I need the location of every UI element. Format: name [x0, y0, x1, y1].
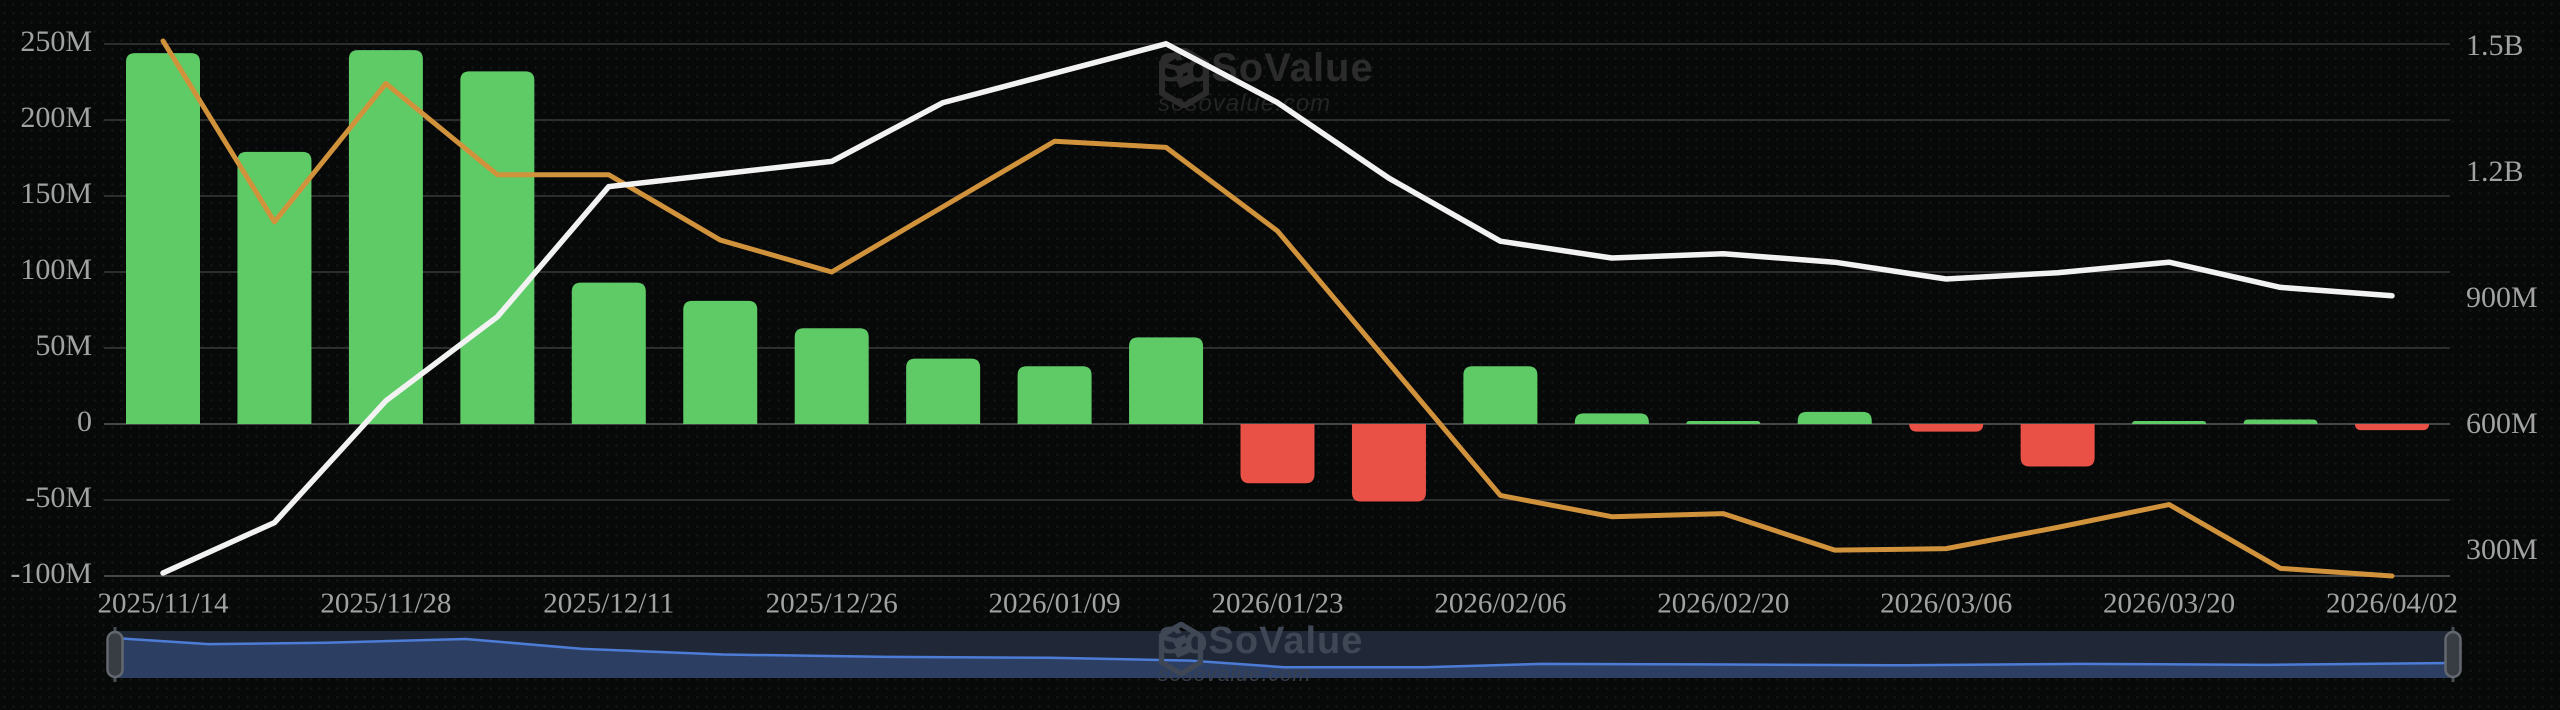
flow-bar-positive[interactable]: [794, 328, 869, 424]
flow-bar-positive[interactable]: [906, 358, 981, 424]
flow-bar-positive[interactable]: [571, 282, 646, 424]
flow-bar-negative[interactable]: [2355, 424, 2429, 431]
left-axis-tick-label: 0: [77, 405, 92, 438]
flow-bar-positive[interactable]: [1574, 413, 1649, 424]
flow-bar-positive[interactable]: [1129, 337, 1204, 424]
right-axis-tick-label: 1.5B: [2466, 29, 2524, 62]
right-axis-tick-label: 900M: [2466, 281, 2538, 314]
flow-bar-positive[interactable]: [1017, 366, 1092, 424]
secondary-orange-line[interactable]: [160, 38, 2395, 579]
left-axis-tick-label: 50M: [35, 329, 92, 362]
flow-bar-negative[interactable]: [2020, 424, 2095, 467]
flow-bar-positive[interactable]: [2132, 420, 2207, 424]
flow-bar-positive[interactable]: [126, 53, 200, 425]
flow-bar-positive[interactable]: [2243, 419, 2318, 424]
flow-bar-negative[interactable]: [1909, 424, 1984, 432]
left-axis-tick-label: 200M: [20, 101, 92, 134]
navigator-area: [115, 638, 2453, 678]
x-axis-date-label: 2026/01/23: [1211, 588, 1343, 620]
x-axis-date-label: 2026/01/09: [989, 588, 1121, 620]
right-axis-tick-label: 1.2B: [2466, 155, 2524, 188]
x-axis-date-label: 2025/11/28: [320, 588, 451, 620]
right-axis-tick-label: 600M: [2466, 407, 2538, 440]
navigator-right-handle[interactable]: [2444, 630, 2462, 679]
flow-bar-positive[interactable]: [237, 151, 312, 425]
x-axis-date-label: 2025/12/26: [766, 588, 898, 620]
x-axis-date-label: 2026/02/06: [1434, 588, 1566, 620]
x-axis-date-label: 2026/04/02: [2326, 588, 2458, 620]
left-axis-tick-label: -100M: [10, 557, 92, 590]
left-axis-tick-label: 150M: [20, 177, 92, 210]
x-axis-date-label: 2025/12/11: [543, 588, 674, 620]
flow-bar-negative[interactable]: [1351, 424, 1426, 502]
right-axis-tick-label: 300M: [2466, 533, 2538, 566]
x-axis-date-label: 2025/11/14: [97, 588, 229, 620]
flow-bar-positive[interactable]: [1463, 366, 1538, 424]
left-axis-tick-label: -50M: [25, 481, 92, 514]
flow-bar-positive[interactable]: [348, 50, 423, 424]
x-axis-date-label: 2026/03/06: [1880, 588, 2012, 620]
flow-bar-positive[interactable]: [683, 300, 758, 424]
flow-bar-negative[interactable]: [1240, 424, 1315, 484]
x-axis-date-label: 2026/02/20: [1657, 588, 1789, 620]
flow-bar-positive[interactable]: [460, 71, 535, 425]
flow-bar-positive[interactable]: [1686, 420, 1761, 424]
navigator-left-handle[interactable]: [106, 630, 124, 679]
total-value-line[interactable]: [160, 41, 2395, 576]
left-axis-tick-label: 250M: [20, 25, 92, 58]
left-axis-tick-label: 100M: [20, 253, 92, 286]
x-axis-date-label: 2026/03/20: [2103, 588, 2235, 620]
flow-bar-positive[interactable]: [1797, 411, 1872, 424]
